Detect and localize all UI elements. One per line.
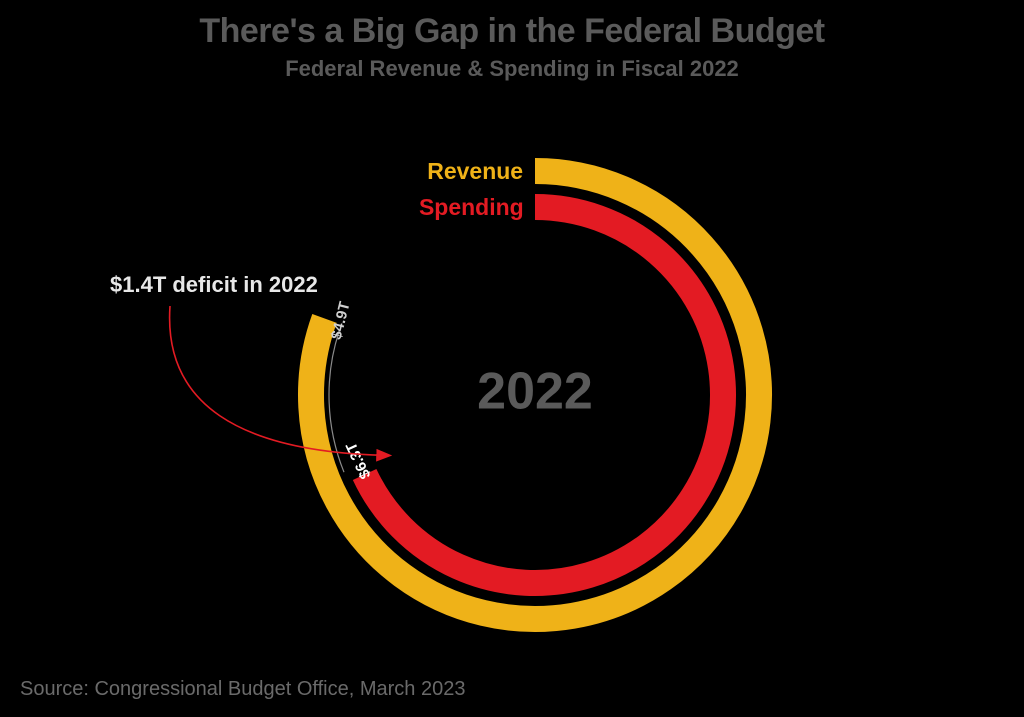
source-text: Source: Congressional Budget Office, Mar… bbox=[20, 678, 465, 700]
spending-arc-label: Spending bbox=[419, 194, 524, 220]
revenue-value-text: $4.9T bbox=[328, 300, 354, 341]
source-line: Source: Congressional Budget Office, Mar… bbox=[20, 678, 465, 701]
deficit-callout: $1.4T deficit in 2022 bbox=[110, 272, 318, 298]
revenue-arc-label: Revenue bbox=[427, 158, 523, 184]
infographic-stage: There's a Big Gap in the Federal Budget … bbox=[0, 0, 1024, 717]
year-label: 2022 bbox=[477, 363, 593, 421]
deficit-arrow bbox=[170, 306, 389, 455]
radial-chart: Revenue Spending 2022 $6.3T $4.9T bbox=[0, 0, 1024, 717]
deficit-callout-text: $1.4T deficit in 2022 bbox=[110, 272, 318, 297]
spending-value-text: $6.3T bbox=[343, 440, 375, 482]
